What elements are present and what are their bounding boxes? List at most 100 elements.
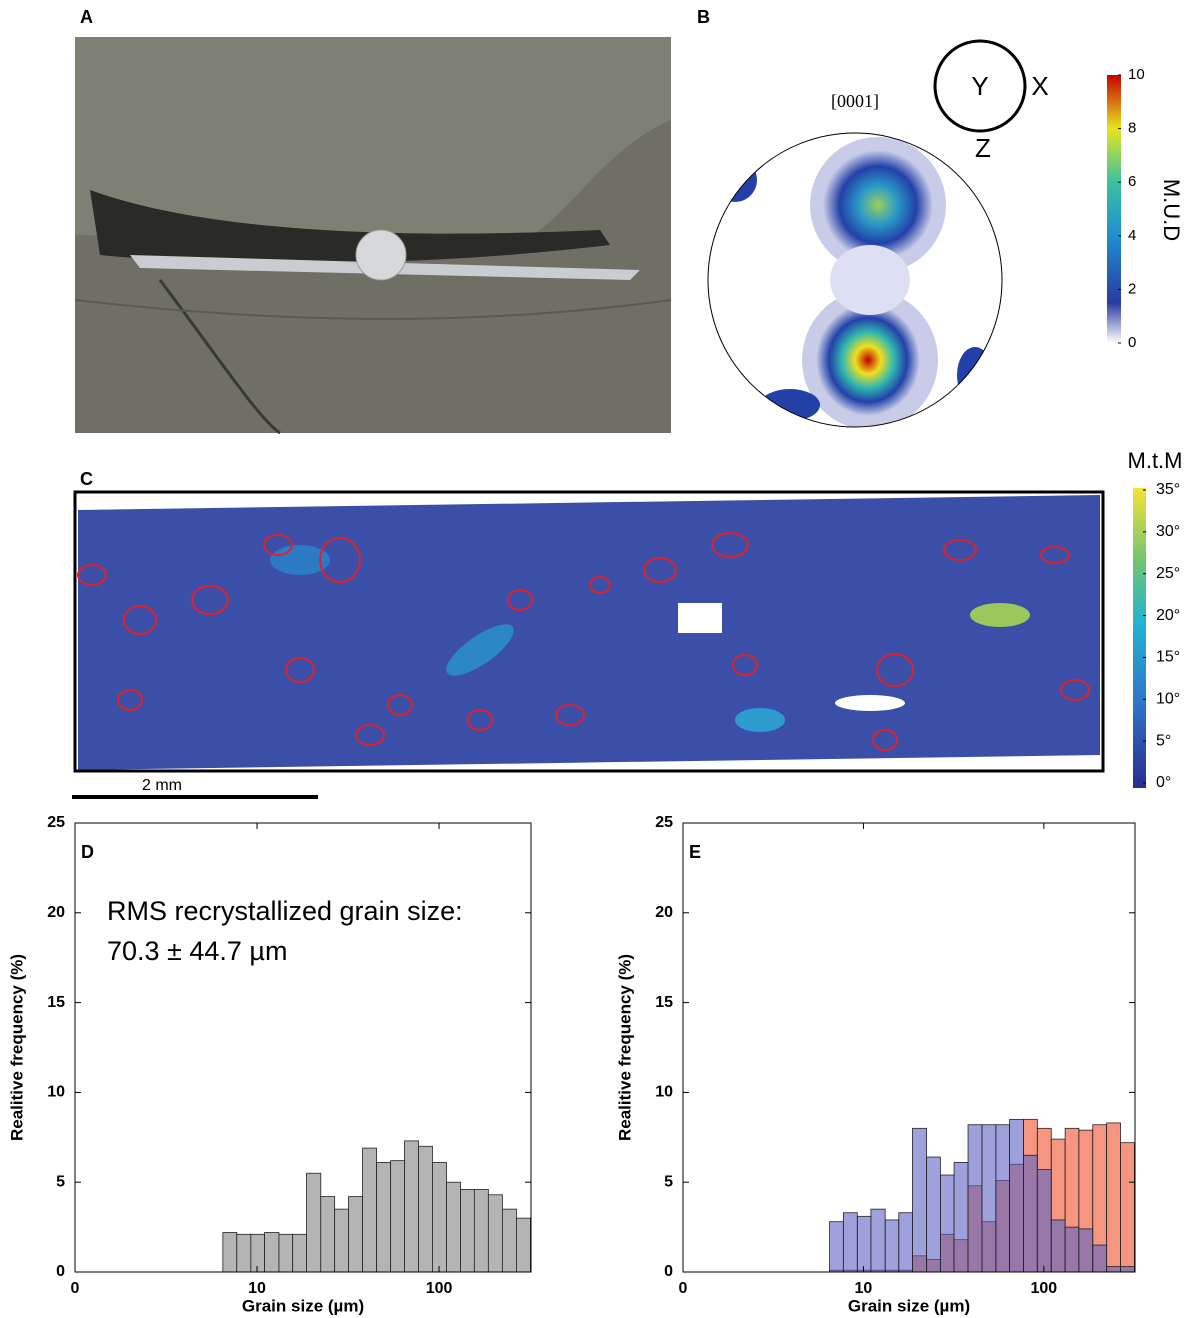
scale-bar [72,795,318,799]
bar [898,1212,913,1273]
pole-figure [708,133,1002,427]
y-axis-label: Realitive frequency (%) [7,954,26,1141]
bar [1078,1228,1094,1273]
x-tick-label: 100 [1031,1280,1058,1297]
bar [292,1233,307,1273]
y-tick-label: 0 [56,1263,65,1280]
bar [460,1188,475,1273]
bar [1036,1169,1052,1273]
x-tick-label: 10 [855,1280,873,1297]
orientation-map [75,492,1103,771]
colorbar-tick-label: 15° [1156,649,1180,666]
x-tick-label: 100 [426,1280,453,1297]
colorbar [1107,75,1121,343]
y-tick-label: 10 [47,1084,65,1101]
bar [1120,1266,1135,1273]
bar [1106,1122,1121,1273]
direction-label: [0001] [831,91,879,111]
bar [404,1140,419,1273]
colorbar [1133,488,1146,788]
colorbar-tick-label: 2 [1128,280,1136,297]
panel-letter: C [80,469,93,489]
bar [926,1156,941,1273]
y-tick-label: 0 [664,1263,673,1280]
bar [306,1172,322,1273]
bar [856,1215,872,1273]
axis-x: X [1031,71,1048,101]
panel-letter: E [689,842,701,862]
pole-figure-outline [707,132,1003,428]
annotation: 70.3 ± 44.7 µm [107,936,287,966]
bar [278,1233,294,1273]
x-tick-label: 0 [679,1280,688,1297]
bar [939,1174,955,1273]
x-tick-label: 0 [71,1280,80,1297]
panel-letter: D [81,842,94,862]
axis-y: Y [971,71,988,101]
axis-z: Z [975,133,991,163]
bar [487,1194,503,1273]
bar [842,1212,858,1273]
photo [74,37,672,435]
x-axis-label: Grain size (µm) [848,1296,970,1315]
bar [473,1188,489,1273]
bar [967,1124,983,1273]
bar [334,1208,349,1273]
bar [1023,1154,1038,1273]
colorbar-label: M.U.D [1159,179,1184,241]
bar [884,1219,900,1273]
y-tick-label: 25 [655,814,673,831]
y-axis-label: Realitive frequency (%) [615,954,634,1141]
y-tick-label: 15 [47,994,65,1011]
bar [264,1232,280,1273]
bar [320,1196,336,1273]
bar [250,1233,265,1273]
bar [222,1232,238,1273]
y-tick-label: 25 [47,814,65,831]
bar [912,1127,928,1273]
bar [829,1221,844,1273]
panel-letter: A [80,7,93,27]
bar [501,1208,517,1273]
colorbar-tick-label: 30° [1156,523,1180,540]
bar [446,1181,461,1273]
scale-bar-label: 2 mm [142,777,182,794]
bar [953,1162,969,1273]
y-tick-label: 20 [47,904,65,921]
x-axis-label: Grain size (µm) [242,1296,364,1315]
bar [1009,1118,1024,1273]
colorbar-tick-label: 8 [1128,120,1136,137]
colorbar-tick-label: 5° [1156,732,1171,749]
bar [995,1124,1011,1273]
colorbar-tick-label: 6 [1128,173,1136,190]
colorbar-tick-label: 10 [1128,66,1145,83]
y-tick-label: 10 [655,1084,673,1101]
plot-frame [682,822,1136,1273]
x-tick-label: 10 [248,1280,266,1297]
bar [418,1145,433,1273]
bar [348,1196,363,1273]
bar [981,1124,997,1273]
colorbar-label: M.t.M [1128,448,1183,473]
y-tick-label: 20 [655,904,673,921]
colorbar-tick-label: 4 [1128,227,1136,244]
y-tick-label: 15 [655,994,673,1011]
bar [1050,1219,1066,1273]
colorbar-tick-label: 35° [1156,481,1180,498]
bar [1064,1226,1080,1273]
reference-circle [933,39,1027,133]
bar [516,1217,531,1273]
bar [432,1162,447,1273]
colorbar-tick-label: 0° [1156,774,1171,791]
bar [390,1160,405,1273]
bar [1106,1266,1121,1273]
y-tick-label: 5 [664,1173,673,1190]
bar [1120,1142,1135,1273]
annotation: RMS recrystallized grain size: [107,896,463,926]
colorbar-tick-label: 25° [1156,565,1180,582]
bar [870,1208,886,1273]
bar [1092,1244,1108,1273]
map-frame [73,490,1105,773]
plot-frame [74,822,532,1273]
